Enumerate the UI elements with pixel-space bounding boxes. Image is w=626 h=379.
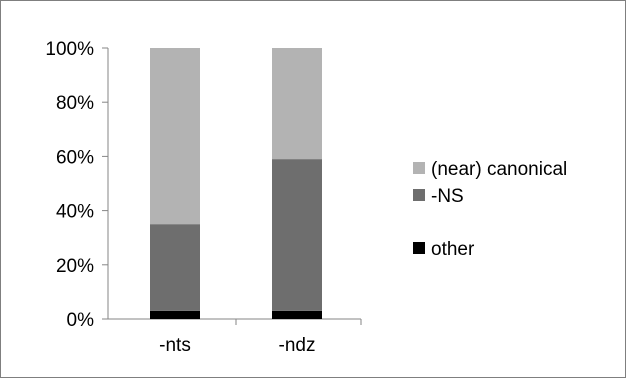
legend-label: (near) canonical xyxy=(431,159,567,180)
x-category-label: -nts xyxy=(159,335,191,356)
legend-swatch xyxy=(413,162,425,174)
y-tick-label: 80% xyxy=(56,93,94,114)
legend-label: other xyxy=(431,239,475,260)
bar-segment xyxy=(150,224,200,311)
bar-segment xyxy=(272,310,322,319)
y-tick-label: 0% xyxy=(67,310,95,331)
bar-segment xyxy=(150,48,200,225)
y-tick-label: 20% xyxy=(56,256,94,277)
bar-segment xyxy=(272,48,322,160)
bar-segment xyxy=(150,310,200,319)
x-category-label: -ndz xyxy=(279,335,316,356)
y-tick-label: 60% xyxy=(56,147,94,168)
legend: (near) canonical -NS other xyxy=(413,159,567,260)
y-tick-label: 40% xyxy=(56,202,94,223)
legend-swatch xyxy=(413,189,425,201)
y-tick-label: 100% xyxy=(45,39,94,60)
plot-area: 0% 20% 40% 60% 80% 100% -nts -ndz xyxy=(45,39,362,356)
legend-label: -NS xyxy=(431,186,464,207)
bar-segment xyxy=(272,159,322,311)
legend-swatch xyxy=(413,242,425,254)
